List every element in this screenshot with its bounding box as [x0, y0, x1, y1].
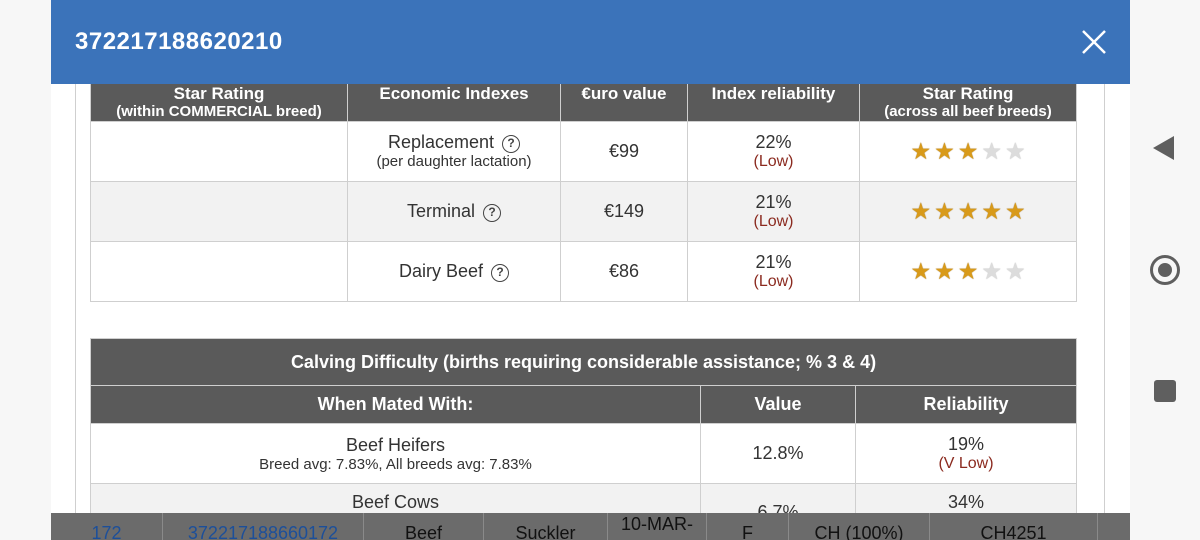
star-rating: ★ ★ ★ ★ ★: [910, 137, 1026, 164]
header-reliability: Reliability: [854, 385, 1078, 424]
reliability-level: (Low): [753, 213, 794, 230]
header-mated: When Mated With:: [90, 385, 701, 424]
reliability-cell: 21% (Low): [687, 241, 860, 302]
reliability-level: (V Low): [938, 455, 994, 472]
star-filled-icon: ★: [957, 257, 979, 284]
animal-id-link[interactable]: 372217188660172: [163, 513, 364, 540]
reliability-cell: 19% (V Low): [854, 423, 1078, 484]
modal-title: 372217188620210: [75, 28, 283, 55]
star-filled-icon: ★: [957, 197, 979, 224]
mated-cell: Beef Heifers Breed avg: 7.83%, All breed…: [90, 423, 701, 484]
index-sub: (per daughter lactation): [376, 152, 532, 170]
index-name: Terminal: [406, 201, 475, 221]
header-star-within-label: Star Rating: [173, 83, 265, 103]
reliability-cell: 21% (Low): [687, 181, 860, 242]
header-star-across-sub: (across all beef breeds): [884, 103, 1052, 121]
star-across-cell: ★ ★ ★ ★ ★: [859, 121, 1077, 182]
mated-name: Beef Cows: [351, 492, 440, 512]
header-star-within-sub: (within COMMERCIAL breed): [116, 103, 322, 121]
calving-difficulty-table: Calving Difficulty (births requiring con…: [89, 338, 1078, 540]
reliability-level: (Low): [753, 273, 794, 290]
star-empty-icon: ★: [1004, 137, 1026, 164]
row-sire: CH4251: [930, 513, 1098, 540]
star-filled-icon: ★: [934, 257, 955, 284]
star-filled-icon: ★: [934, 137, 955, 164]
row-sex: F: [707, 513, 789, 540]
header-star-within: Star Rating (within COMMERCIAL breed): [90, 60, 348, 122]
star-rating: ★ ★ ★ ★ ★: [910, 197, 1026, 224]
row-type: Beef: [364, 513, 484, 540]
star-filled-icon: ★: [910, 257, 932, 284]
star-filled-icon: ★: [1004, 197, 1026, 224]
economic-row-replacement: Replacement ? (per daughter lactation) €…: [90, 121, 1077, 182]
calving-header-row: When Mated With: Value Reliability: [90, 385, 1078, 424]
mated-sub: Breed avg: 7.83%, All breeds avg: 7.83%: [259, 455, 532, 473]
star-empty-icon: ★: [1004, 257, 1026, 284]
star-filled-icon: ★: [910, 137, 932, 164]
underlying-table-row[interactable]: 172 372217188660172 Beef Suckler 10-MAR-…: [51, 513, 1130, 540]
reliability-value: 19%: [947, 434, 985, 454]
reliability-value: 21%: [755, 192, 792, 212]
star-within-cell: [90, 181, 348, 242]
mated-name: Beef Heifers: [345, 434, 446, 455]
index-name-cell: Replacement ? (per daughter lactation): [347, 121, 561, 182]
star-within-cell: [90, 121, 348, 182]
euro-value: €149: [560, 181, 688, 242]
index-name: Dairy Beef: [398, 261, 484, 281]
calving-value: 12.8%: [700, 423, 856, 484]
help-icon[interactable]: ?: [483, 204, 502, 222]
star-empty-icon: ★: [981, 257, 1002, 284]
header-star-across-label: Star Rating: [922, 83, 1014, 103]
reliability-value: 21%: [755, 252, 792, 272]
economic-indexes-table: Star Rating (within COMMERCIAL breed) Ec…: [90, 60, 1077, 302]
euro-value: €99: [560, 121, 688, 182]
reliability-level: (Low): [753, 153, 794, 170]
euro-value: €86: [560, 241, 688, 302]
row-breed: CH (100%): [789, 513, 930, 540]
reliability-value: 22%: [755, 132, 792, 152]
animal-detail-modal: 372217188620210 Star Rating (within COMM…: [51, 0, 1130, 540]
row-date: 10-MAR-: [608, 513, 707, 540]
calving-title: Calving Difficulty (births requiring con…: [89, 338, 1078, 386]
calving-row-beef-heifers: Beef Heifers Breed avg: 7.83%, All breed…: [90, 423, 1078, 484]
reliability-cell: 22% (Low): [687, 121, 860, 182]
index-name: Replacement: [387, 131, 495, 152]
star-filled-icon: ★: [934, 197, 955, 224]
nav-recents-icon[interactable]: [1154, 380, 1176, 402]
star-rating: ★ ★ ★ ★ ★: [910, 257, 1026, 284]
row-system: Suckler: [484, 513, 608, 540]
help-icon[interactable]: ?: [502, 134, 521, 153]
star-across-cell: ★ ★ ★ ★ ★: [859, 241, 1077, 302]
nav-back-icon[interactable]: [1153, 136, 1174, 160]
economic-row-dairy-beef: Dairy Beef ? €86 21% (Low) ★ ★ ★ ★ ★: [90, 241, 1077, 302]
index-name-cell: Terminal ?: [347, 181, 561, 242]
star-filled-icon: ★: [981, 197, 1002, 224]
star-filled-icon: ★: [910, 197, 932, 224]
close-icon[interactable]: [1080, 28, 1108, 56]
modal-header: 372217188620210: [51, 0, 1130, 84]
star-across-cell: ★ ★ ★ ★ ★: [859, 181, 1077, 242]
star-within-cell: [90, 241, 348, 302]
header-value: Value: [700, 385, 856, 424]
nav-home-icon[interactable]: [1150, 255, 1180, 285]
economic-row-terminal: Terminal ? €149 21% (Low) ★ ★ ★ ★ ★: [90, 181, 1077, 242]
star-empty-icon: ★: [981, 137, 1002, 164]
reliability-value: 34%: [947, 492, 985, 512]
index-name-cell: Dairy Beef ?: [347, 241, 561, 302]
star-filled-icon: ★: [957, 137, 979, 164]
row-index-link[interactable]: 172: [51, 513, 163, 540]
help-icon[interactable]: ?: [491, 264, 510, 282]
